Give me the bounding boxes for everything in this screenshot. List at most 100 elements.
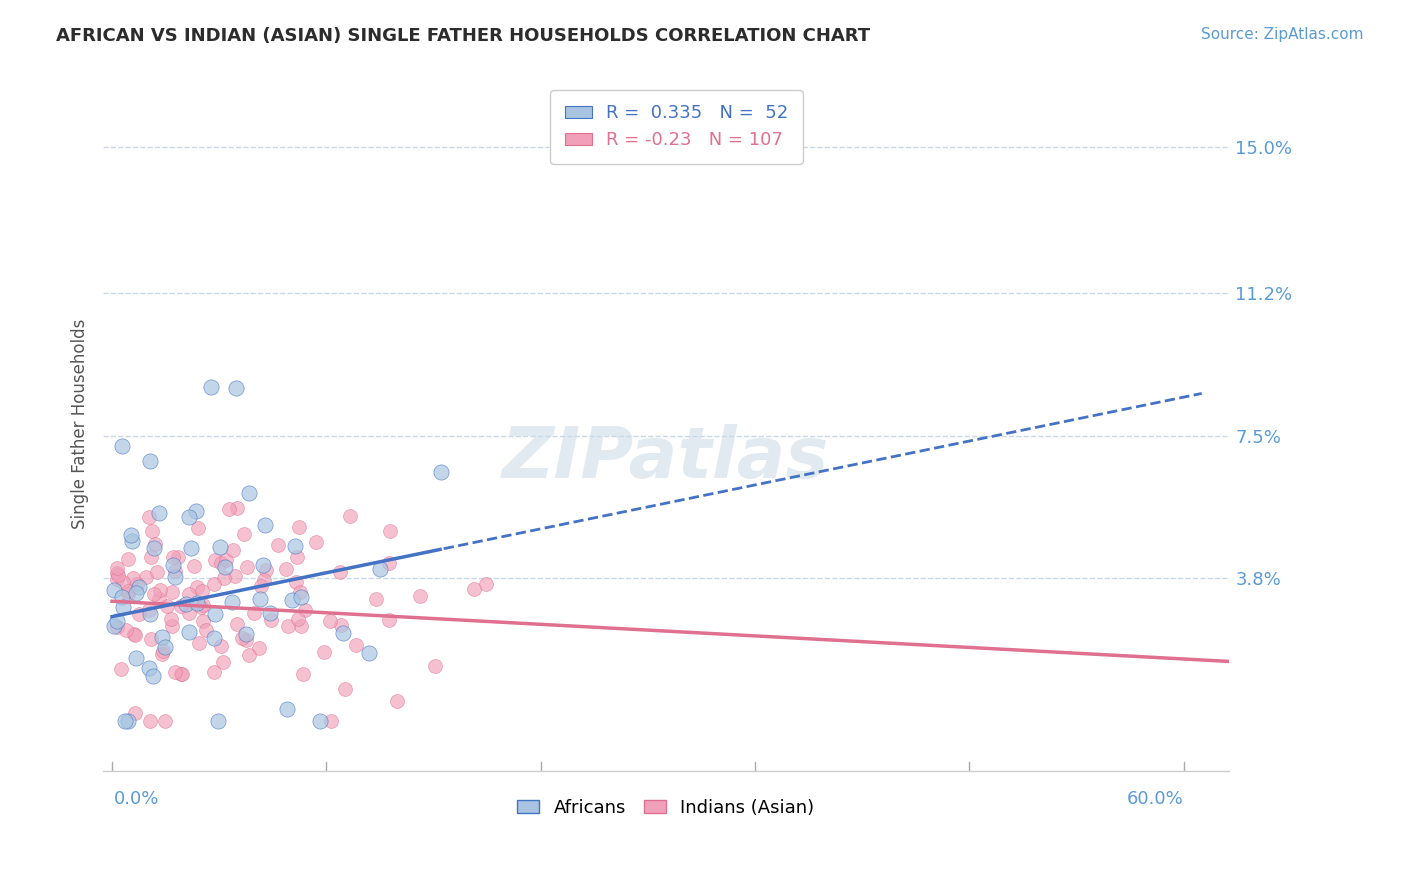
Point bbox=[125, 650, 148, 665]
Point bbox=[180, 541, 202, 555]
Point bbox=[238, 648, 260, 663]
Point bbox=[202, 665, 225, 679]
Point bbox=[138, 661, 160, 675]
Point bbox=[170, 667, 193, 681]
Point bbox=[138, 603, 160, 617]
Point bbox=[105, 566, 128, 581]
Point bbox=[287, 520, 309, 534]
Point bbox=[184, 504, 207, 518]
Point bbox=[155, 640, 177, 654]
Point bbox=[115, 623, 138, 637]
Point bbox=[143, 541, 166, 555]
Point bbox=[475, 577, 498, 591]
Point bbox=[117, 551, 139, 566]
Point bbox=[409, 590, 432, 604]
Point bbox=[162, 550, 184, 565]
Point bbox=[333, 681, 356, 696]
Point bbox=[170, 667, 193, 681]
Point bbox=[253, 574, 276, 588]
Point bbox=[364, 591, 387, 606]
Point bbox=[117, 586, 139, 600]
Point bbox=[309, 714, 332, 728]
Point bbox=[124, 628, 146, 642]
Point bbox=[148, 591, 170, 606]
Point bbox=[163, 665, 186, 679]
Point bbox=[128, 607, 150, 621]
Point bbox=[259, 613, 281, 627]
Point bbox=[117, 714, 139, 728]
Point bbox=[177, 587, 200, 601]
Point bbox=[221, 595, 243, 609]
Point bbox=[319, 614, 342, 628]
Point bbox=[235, 632, 257, 647]
Point bbox=[329, 617, 352, 632]
Point bbox=[209, 556, 232, 570]
Point bbox=[378, 524, 401, 539]
Point bbox=[274, 562, 297, 576]
Point bbox=[138, 510, 160, 524]
Point bbox=[218, 502, 240, 516]
Point bbox=[238, 486, 260, 500]
Point bbox=[290, 619, 312, 633]
Point bbox=[254, 562, 277, 576]
Legend: Africans, Indians (Asian): Africans, Indians (Asian) bbox=[510, 791, 821, 824]
Point bbox=[121, 534, 143, 549]
Text: Source: ZipAtlas.com: Source: ZipAtlas.com bbox=[1201, 27, 1364, 42]
Point bbox=[284, 539, 307, 553]
Point bbox=[141, 524, 163, 538]
Point bbox=[319, 714, 342, 728]
Point bbox=[105, 573, 128, 587]
Point bbox=[385, 693, 408, 707]
Point bbox=[204, 553, 226, 567]
Point bbox=[200, 380, 222, 394]
Point bbox=[357, 646, 380, 660]
Point bbox=[252, 558, 274, 572]
Point bbox=[368, 562, 391, 576]
Point bbox=[142, 669, 165, 683]
Point bbox=[235, 560, 257, 574]
Point bbox=[276, 701, 298, 715]
Point bbox=[285, 575, 308, 590]
Point bbox=[202, 576, 225, 591]
Point bbox=[249, 579, 271, 593]
Point bbox=[329, 565, 352, 579]
Text: AFRICAN VS INDIAN (ASIAN) SINGLE FATHER HOUSEHOLDS CORRELATION CHART: AFRICAN VS INDIAN (ASIAN) SINGLE FATHER … bbox=[56, 27, 870, 45]
Point bbox=[148, 506, 170, 520]
Point bbox=[186, 580, 208, 594]
Point bbox=[125, 586, 148, 600]
Point bbox=[232, 526, 254, 541]
Point bbox=[463, 582, 485, 596]
Point bbox=[135, 570, 157, 584]
Point bbox=[139, 714, 162, 728]
Point bbox=[188, 636, 211, 650]
Point bbox=[120, 528, 142, 542]
Point bbox=[150, 630, 173, 644]
Point bbox=[111, 599, 134, 614]
Point bbox=[285, 550, 308, 565]
Point bbox=[225, 500, 247, 515]
Point bbox=[290, 590, 312, 604]
Point bbox=[145, 565, 167, 579]
Point bbox=[111, 439, 134, 453]
Point bbox=[305, 535, 328, 549]
Point bbox=[105, 560, 128, 574]
Point bbox=[378, 613, 401, 627]
Point bbox=[332, 626, 354, 640]
Text: 60.0%: 60.0% bbox=[1128, 790, 1184, 808]
Point bbox=[141, 632, 163, 646]
Point bbox=[339, 509, 361, 524]
Point bbox=[287, 612, 309, 626]
Point bbox=[170, 599, 193, 613]
Point bbox=[114, 714, 136, 728]
Point bbox=[110, 662, 132, 676]
Point bbox=[423, 659, 446, 673]
Point bbox=[259, 606, 281, 620]
Point bbox=[160, 585, 183, 599]
Point bbox=[243, 606, 266, 620]
Point bbox=[163, 565, 186, 579]
Point bbox=[103, 582, 125, 597]
Point bbox=[190, 600, 212, 615]
Point bbox=[280, 592, 302, 607]
Point bbox=[344, 638, 367, 652]
Point bbox=[288, 584, 311, 599]
